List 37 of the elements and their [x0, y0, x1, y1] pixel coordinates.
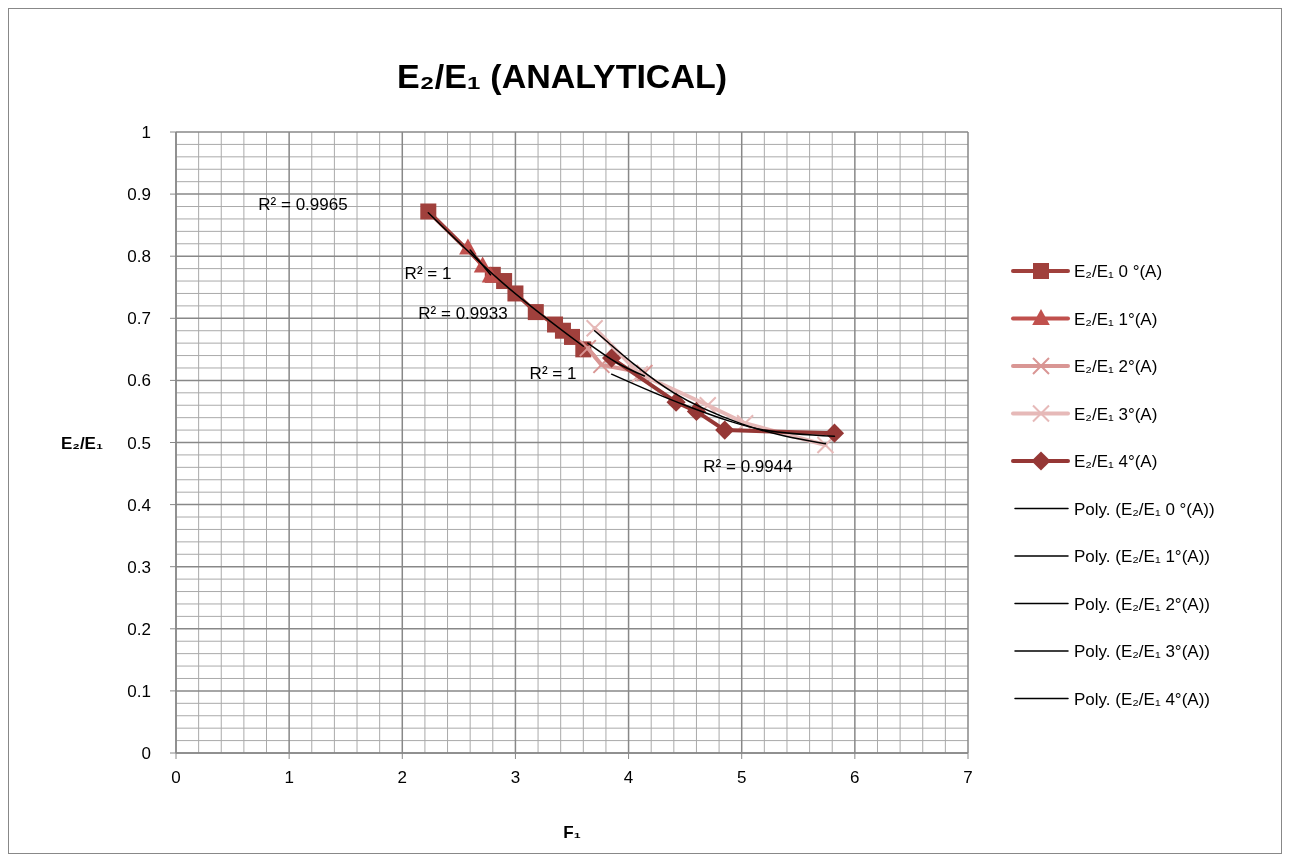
annotation: R² = 0.9944 — [703, 457, 793, 476]
y-tick-label: 0.7 — [127, 309, 151, 329]
legend-label: E₂/E₁ 4°(A) — [1074, 452, 1158, 471]
y-tick-label: 0.6 — [127, 371, 151, 391]
annotation: R² = 1 — [404, 264, 452, 283]
y-axis-title: E₂/E₁ — [61, 433, 103, 453]
annotation: R² = 1 — [529, 364, 577, 383]
x-tick-label: 0 — [171, 768, 181, 787]
legend-label: Poly. (E₂/E₁ 1°(A)) — [1074, 547, 1210, 566]
y-tick-label: 0.4 — [127, 495, 151, 515]
y-tick-label: 0.5 — [127, 433, 151, 453]
x-axis-title: F₁ — [563, 823, 581, 842]
legend-label: Poly. (E₂/E₁ 3°(A)) — [1074, 642, 1210, 661]
legend-label: E₂/E₁ 2°(A) — [1074, 357, 1158, 376]
x-tick-label: 5 — [736, 768, 747, 787]
legend-label: Poly. (E₂/E₁ 2°(A)) — [1074, 594, 1210, 614]
x-tick-label: 4 — [623, 768, 634, 787]
x-tick-label: 7 — [963, 768, 973, 787]
legend-label: Poly. (E₂/E₁ 0 °(A)) — [1074, 499, 1215, 519]
y-tick-label: 0 — [141, 744, 151, 763]
y-tick-label: 0.1 — [127, 681, 151, 701]
x-tick-label: 3 — [510, 768, 521, 787]
y-tick-label: 1 — [141, 123, 151, 142]
x-tick-label: 6 — [850, 768, 860, 787]
y-tick-label: 0.9 — [127, 185, 151, 205]
legend-label: E₂/E₁ 1°(A) — [1074, 309, 1158, 329]
y-tick-label: 0.8 — [127, 247, 151, 267]
legend-label: E₂/E₁ 0 °(A) — [1074, 262, 1163, 281]
y-tick-label: 0.2 — [127, 619, 151, 639]
annotation: R² = 0.9933 — [418, 304, 508, 323]
chart-title: E₂/E₁ (ANALYTICAL) — [396, 57, 728, 95]
annotation: R² = 0.9965 — [258, 195, 348, 214]
x-tick-label: 1 — [284, 768, 294, 787]
legend-label: E₂/E₁ 3°(A) — [1074, 404, 1158, 424]
legend-label: Poly. (E₂/E₁ 4°(A)) — [1074, 689, 1210, 709]
x-tick-label: 2 — [397, 768, 408, 787]
y-tick-label: 0.3 — [127, 557, 151, 577]
